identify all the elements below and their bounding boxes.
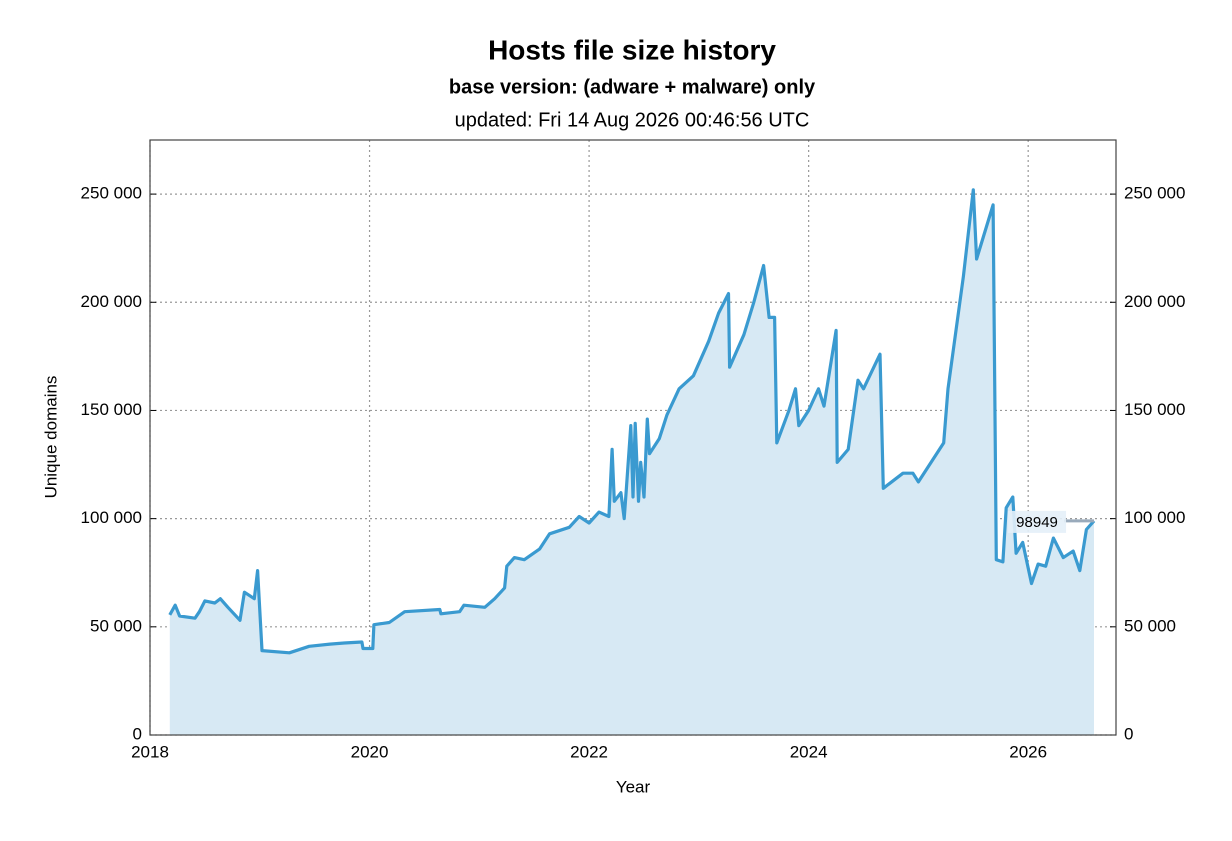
- y-tick-label: 100 000: [81, 508, 142, 527]
- updated-label: updated: Fri 14 Aug 2026 00:46:56 UTC: [455, 109, 810, 131]
- x-axis-label: Year: [616, 777, 651, 796]
- y-tick-label: 150 000: [81, 400, 142, 419]
- y2-tick-label: 0: [1124, 724, 1133, 743]
- y-axis-label: Unique domains: [41, 376, 60, 499]
- annotation-label: 98949: [1016, 514, 1058, 531]
- y-tick-label: 200 000: [81, 292, 142, 311]
- line: [168, 188, 1096, 655]
- y2-tick-label: 250 000: [1124, 184, 1185, 203]
- annotation-box: [1008, 510, 1067, 533]
- y2-tick-label: 200 000: [1124, 292, 1185, 311]
- y-tick-label: 50 000: [90, 616, 142, 635]
- chart-subtitle: base version: (adware + malware) only: [449, 76, 816, 98]
- y2-tick-label: 50 000: [1124, 616, 1176, 635]
- x-tick-label: 2020: [351, 742, 389, 761]
- chart-title: Hosts file size history: [488, 34, 776, 65]
- y-tick-label: 250 000: [81, 184, 142, 203]
- x-tick-label: 2026: [1009, 742, 1047, 761]
- y2-tick-label: 150 000: [1124, 400, 1185, 419]
- x-tick-label: 2018: [131, 742, 169, 761]
- plot-frame: [149, 139, 1117, 736]
- y-tick-label: 0: [133, 724, 142, 743]
- x-tick-label: 2024: [790, 742, 828, 761]
- x-tick-label: 2022: [570, 742, 608, 761]
- y2-tick-label: 100 000: [1124, 508, 1185, 527]
